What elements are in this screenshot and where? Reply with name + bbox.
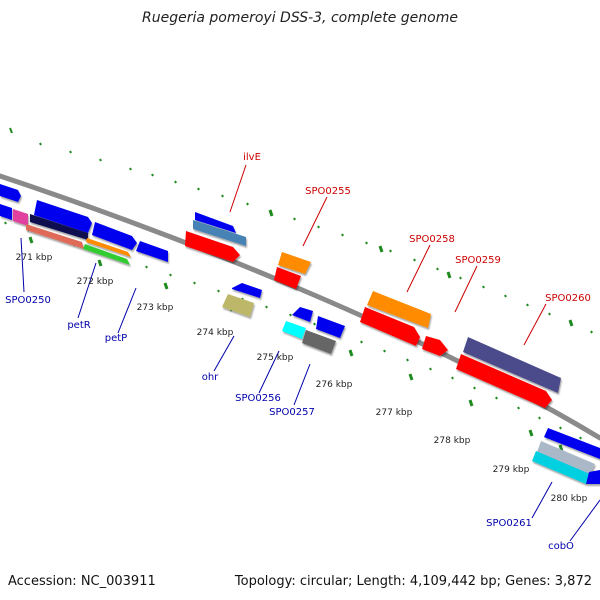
gene-label-SPO0260[interactable]: SPO0260: [545, 293, 591, 304]
SPO0250-leader: [20, 237, 25, 293]
gene-label-SPO0256[interactable]: SPO0256: [235, 393, 281, 404]
petP-leader: [117, 287, 137, 334]
gene-feature[interactable]: [232, 283, 262, 298]
gene-feature[interactable]: [26, 224, 84, 249]
gene-label-SPO0255[interactable]: SPO0255: [305, 186, 351, 197]
gene-feature[interactable]: [86, 238, 131, 257]
gene-label-petR[interactable]: petR: [67, 320, 90, 331]
gene-label-SPO0258[interactable]: SPO0258: [409, 234, 455, 245]
gene-feature[interactable]: [292, 307, 313, 322]
gene-feature[interactable]: [532, 451, 590, 484]
gene-feature[interactable]: [92, 222, 137, 250]
SPO0259-leader: [454, 265, 478, 313]
SPO0260-leader: [523, 303, 547, 346]
gene-feature[interactable]: [537, 441, 595, 474]
gene-label-ohr[interactable]: ohr: [202, 372, 219, 383]
gene-feature[interactable]: [316, 316, 345, 338]
scale-label: 275 kbp: [257, 353, 294, 363]
SPO0258-leader: [406, 244, 431, 293]
gene-feature[interactable]: [34, 200, 92, 233]
gene-feature[interactable]: [83, 244, 130, 265]
scale-label: 276 kbp: [316, 380, 353, 390]
gene-label-SPO0261[interactable]: SPO0261: [486, 518, 532, 529]
outer-tick-track: [9, 127, 593, 334]
SPO0255-leader: [302, 196, 328, 247]
gene-feature[interactable]: [222, 294, 254, 317]
gene-label-cobO[interactable]: cobO: [548, 541, 574, 552]
gene-feature[interactable]: [0, 184, 21, 202]
gene-feature[interactable]: [195, 212, 236, 233]
gene-label-petP[interactable]: petP: [105, 333, 127, 344]
gene-feature[interactable]: [13, 209, 28, 226]
gene-feature[interactable]: [544, 428, 600, 459]
gene-feature[interactable]: [282, 321, 306, 339]
genome-summary-text: Topology: circular; Length: 4,109,442 bp…: [234, 574, 592, 589]
petR-leader: [77, 262, 97, 319]
gene-label-SPO0250[interactable]: SPO0250: [5, 295, 51, 306]
scale-label: 278 kbp: [434, 436, 471, 446]
gene-feature[interactable]: [367, 291, 431, 328]
scale-label: 273 kbp: [137, 303, 174, 313]
accession-text: Accession: NC_003911: [8, 574, 156, 589]
gene-feature[interactable]: [586, 470, 600, 484]
map-title: Ruegeria pomeroyi DSS-3, complete genome: [142, 10, 458, 26]
scale-label: 274 kbp: [197, 328, 234, 338]
gene-feature[interactable]: [274, 267, 301, 289]
scale-label: 279 kbp: [493, 465, 530, 475]
ohr-leader: [213, 335, 235, 372]
gene-feature[interactable]: [463, 337, 561, 393]
SPO0257-leader: [293, 363, 311, 406]
gene-feature[interactable]: [302, 330, 336, 354]
scale-label: 280 kbp: [551, 494, 588, 504]
gene-feature[interactable]: [193, 220, 246, 246]
cobO-leader: [569, 499, 600, 542]
SPO0256-leader: [258, 350, 280, 394]
gene-label-SPO0257[interactable]: SPO0257: [269, 407, 315, 418]
gene-label-SPO0259[interactable]: SPO0259: [455, 255, 501, 266]
gene-feature[interactable]: [0, 204, 12, 220]
gene-label-ilvE[interactable]: ilvE: [243, 152, 261, 163]
scale-label: 277 kbp: [376, 408, 413, 418]
SPO0261-leader: [531, 481, 553, 519]
ilvE-leader: [229, 164, 247, 213]
gene-feature[interactable]: [185, 231, 240, 262]
gene-feature[interactable]: [30, 214, 88, 240]
gene-feature[interactable]: [456, 354, 552, 408]
feature-track: [0, 184, 600, 484]
scale-label: 272 kbp: [77, 277, 114, 287]
gene-feature[interactable]: [360, 307, 420, 346]
gene-feature[interactable]: [422, 336, 448, 356]
scale-label: 271 kbp: [16, 253, 53, 263]
gene-feature[interactable]: [278, 252, 311, 274]
gene-feature[interactable]: [136, 241, 168, 262]
